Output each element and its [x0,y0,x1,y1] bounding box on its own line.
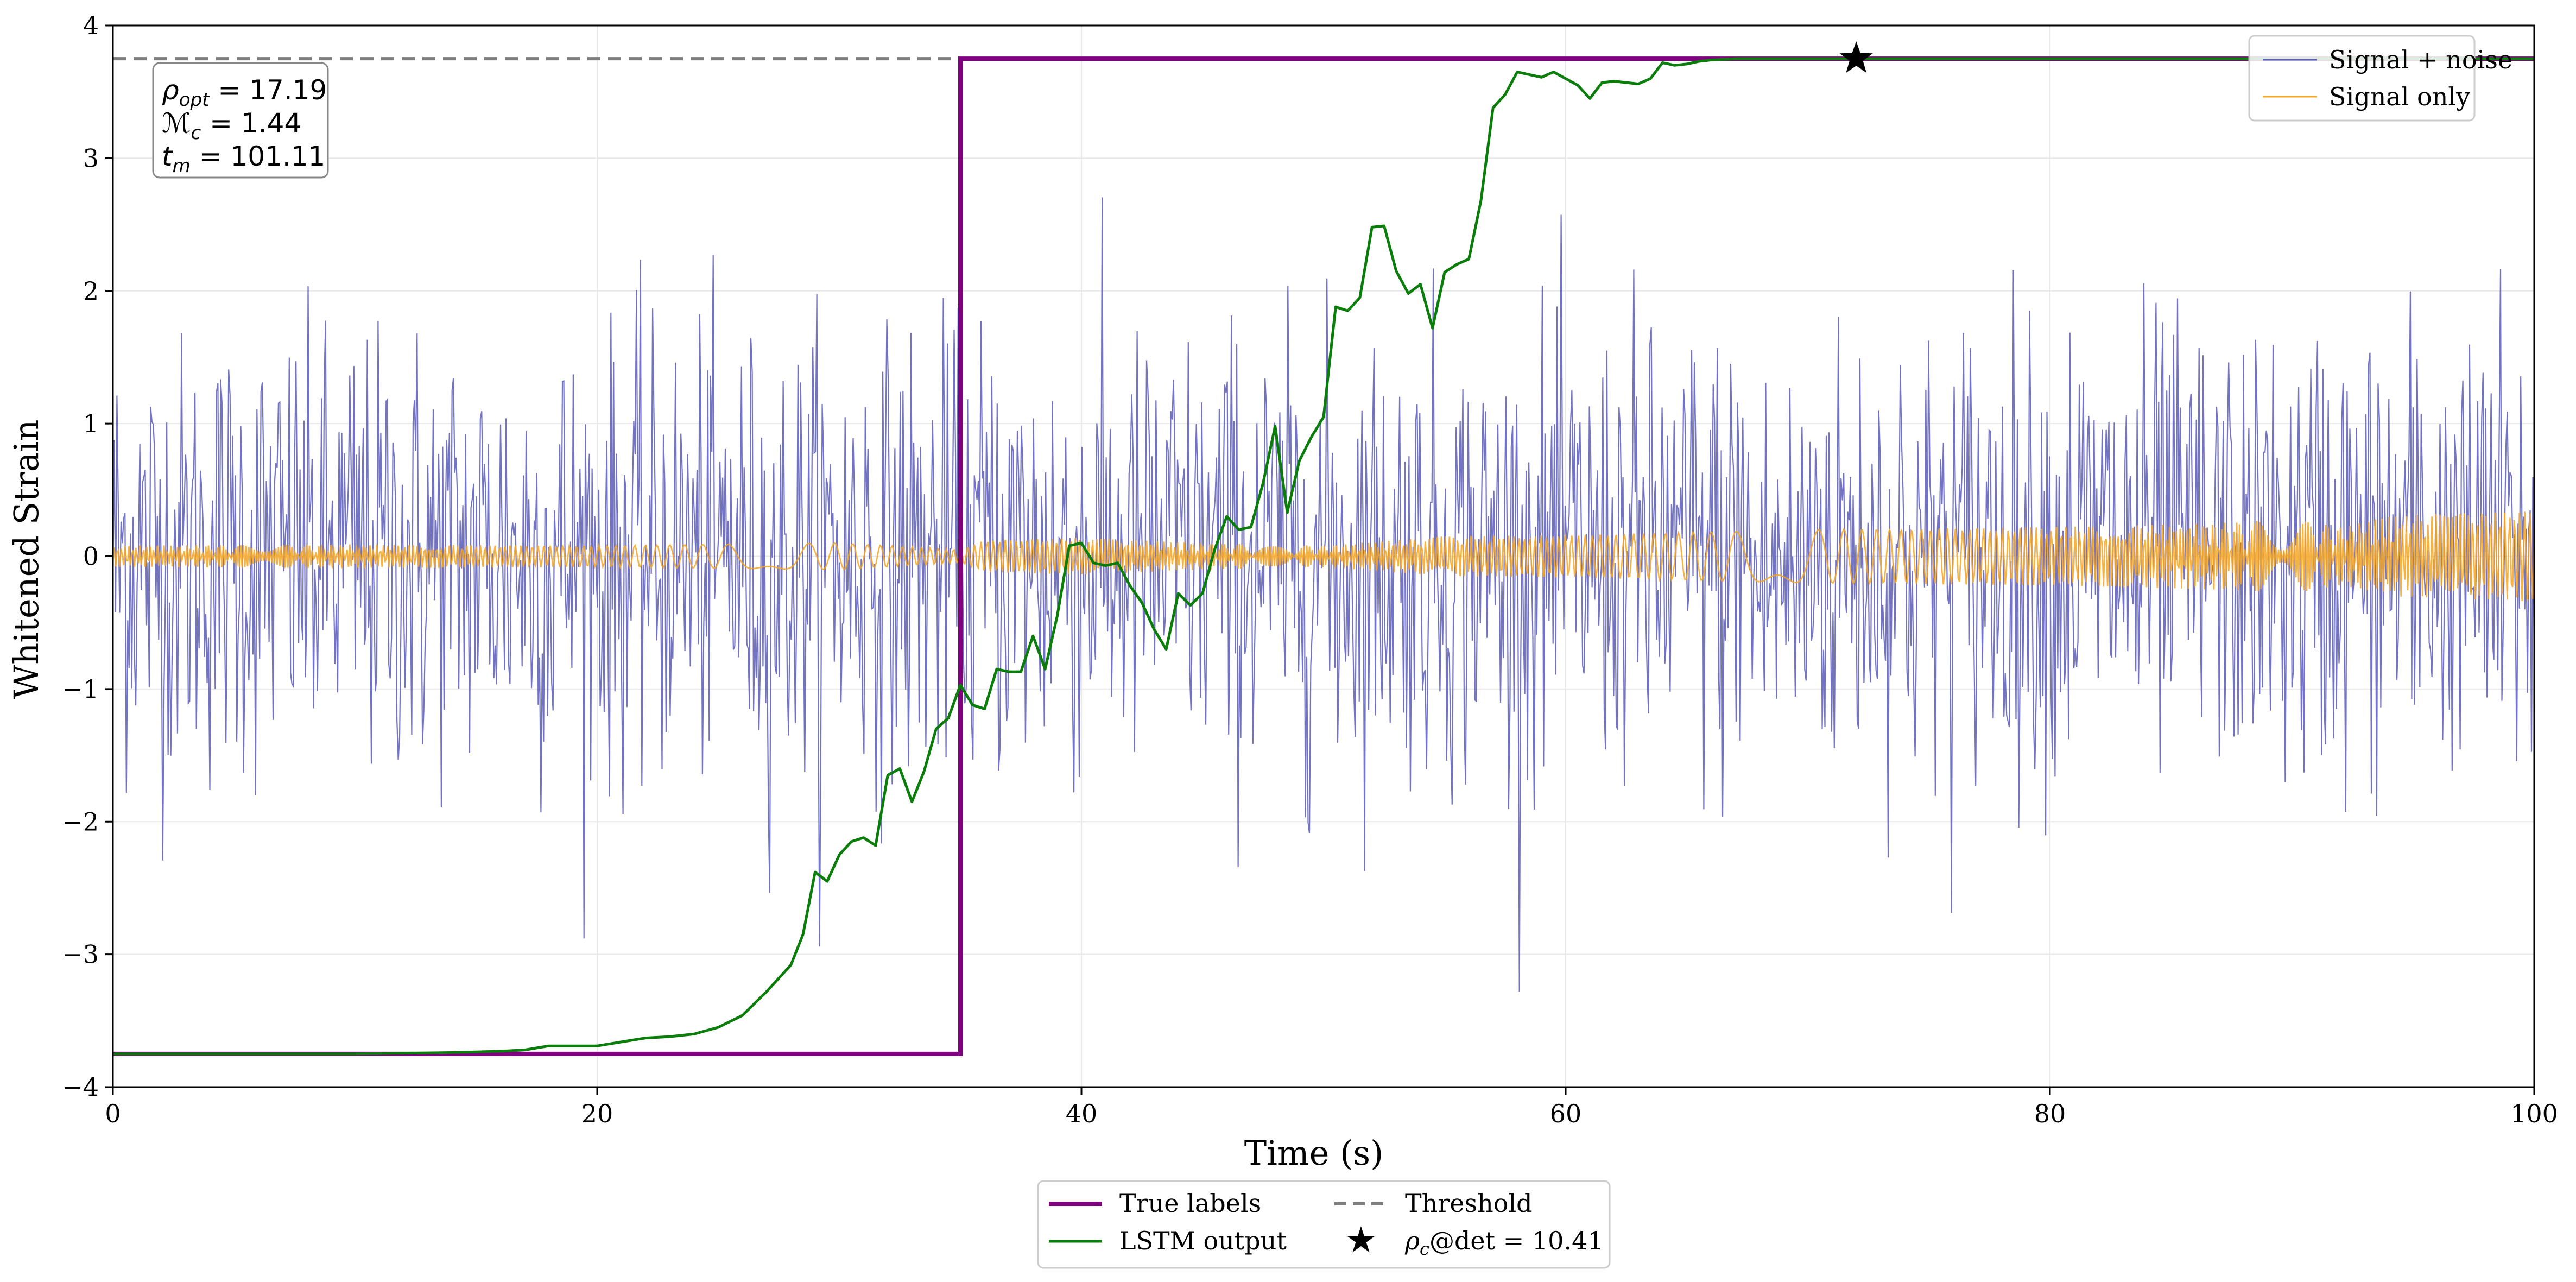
y-tick-label: 3 [83,143,99,173]
legend-top: Signal + noise Signal only [2248,35,2512,122]
legend-lstm-label: LSTM output [1119,1226,1287,1255]
info-rho-opt: ρopt = 17.19 [162,74,327,111]
signal-only-line [112,511,2535,601]
y-tick-label: −3 [62,940,99,969]
info-tm: tm = 101.11 [162,141,325,177]
y-tick-label: 4 [83,11,99,40]
x-tick-label: 60 [1550,1099,1582,1128]
ticks: 0 20 40 60 80 100 −4 −3 −2 −1 0 1 2 3 4 [62,11,2558,1128]
detection-star-marker [1839,41,1873,73]
x-tick-label: 20 [581,1099,613,1128]
signal-only-series [112,511,2535,601]
y-tick-label: −4 [62,1072,99,1102]
y-tick-label: −1 [62,674,99,704]
info-mc: ℳc = 1.44 [162,108,301,144]
y-axis-label: Whitened Strain [7,420,46,699]
legend-threshold-label: Threshold [1405,1189,1533,1218]
legend-bottom: True labels Threshold LSTM output ★ ρc@d… [1037,1180,1611,1269]
signal-noise-line [112,197,2535,992]
y-tick-label: −2 [62,807,99,836]
legend-signal-only-label: Signal only [2329,82,2470,111]
y-tick-label: 2 [83,276,99,306]
x-tick-label: 40 [1066,1099,1098,1128]
legend-bottom-frame [1037,1180,1611,1269]
y-tick-label: 1 [83,409,99,438]
lstm-output-line [113,57,2534,1056]
y-tick-label: 0 [83,542,99,571]
signal-noise-series [112,197,2535,992]
star-marker-icon: ★ [1345,1219,1377,1261]
legend-detection-label: ρc@det = 10.41 [1404,1226,1604,1259]
x-tick-label: 0 [105,1099,121,1128]
line-series [113,41,2534,1056]
legend-true-labels-label: True labels [1119,1189,1261,1218]
legend-top-frame [2248,35,2476,122]
info-box: ρopt = 17.19 ℳc = 1.44 tm = 101.11 [152,62,329,179]
info-box-frame [152,62,329,179]
legend-signal-noise-label: Signal + noise [2329,45,2512,74]
x-tick-label: 100 [2510,1099,2558,1128]
x-tick-label: 80 [2034,1099,2066,1128]
x-axis-label: Time (s) [1244,1133,1384,1173]
